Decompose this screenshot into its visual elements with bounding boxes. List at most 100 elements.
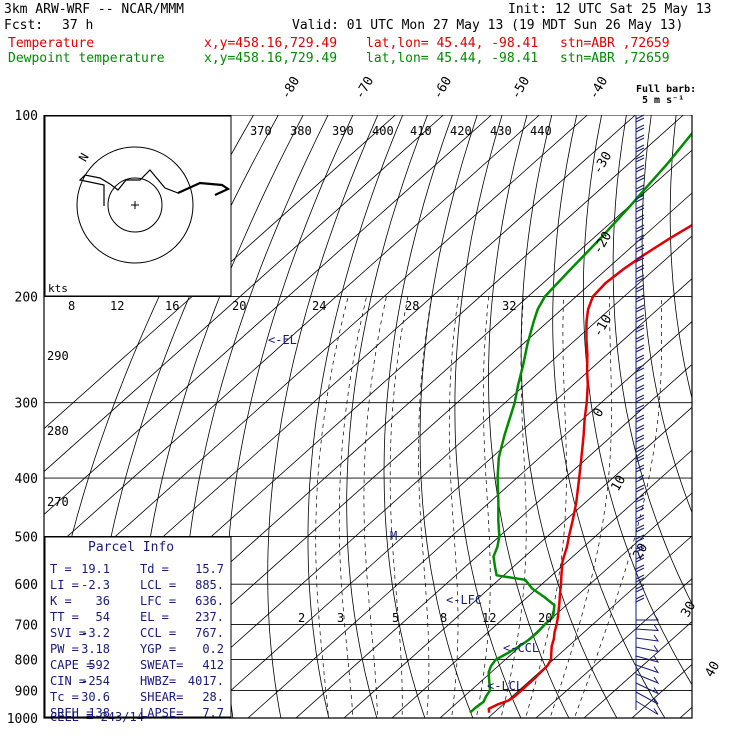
barb-key-units: 5 m s⁻¹	[642, 95, 684, 106]
temperature-tick-label: 40	[702, 659, 723, 680]
parcel-stat-label: T =	[50, 562, 72, 576]
dry-adiabat-line	[454, 115, 522, 718]
dry-adiabat-line	[488, 115, 570, 718]
mixing-ratio-tick-label: 12	[110, 299, 124, 313]
wind-barb-icon	[635, 174, 645, 183]
diagram-frame	[43, 115, 693, 719]
dewpoint-station: stn=ABR ,72659	[560, 51, 670, 66]
theta-tick-label: 440	[530, 124, 552, 138]
forecast-hour: 37 h	[62, 18, 94, 33]
parcel-stat-value: 30.6	[81, 690, 110, 704]
wind-barb-icon	[635, 304, 645, 313]
wind-barb-icon	[635, 682, 660, 695]
isotherm-line	[295, 363, 692, 718]
wind-barb-icon	[635, 324, 645, 333]
wind-barb-icon	[635, 673, 660, 685]
hodograph-units-label: kts	[48, 282, 68, 295]
wind-barb-icon	[635, 524, 645, 533]
wind-barb-icon	[635, 204, 645, 213]
parcel-info-title: Parcel Info	[88, 540, 174, 555]
forecast-label: Fcst:	[4, 18, 44, 33]
wind-barb-icon	[635, 394, 645, 403]
pressure-tick-label: 500	[15, 530, 38, 545]
parcel-level-marker: M	[390, 529, 397, 543]
parcel-stat-value: 412	[202, 658, 224, 672]
moist-adiabat-line	[500, 296, 527, 718]
wind-barb-icon	[635, 434, 645, 443]
wind-barb-icon	[635, 454, 645, 463]
wind-barb-icon	[635, 134, 645, 143]
wind-barb-icon	[635, 574, 645, 583]
mixing-ratio-tick-label: 3	[337, 611, 344, 625]
parcel-stat-value: 237.	[195, 610, 224, 624]
theta-tick-label: 410	[410, 124, 432, 138]
moist-adiabat-line	[389, 296, 409, 718]
dry-adiabat-line	[346, 115, 428, 718]
wind-barb-icon	[635, 374, 645, 383]
temperature-tick-label: 10	[608, 473, 629, 494]
temperature-legend-label: Temperature	[8, 36, 95, 51]
dry-adiabat-line	[267, 115, 379, 718]
isotherm-line	[199, 278, 692, 718]
mixing-ratio-tick-label: 8	[68, 299, 75, 313]
wind-barb-icon	[635, 504, 645, 513]
theta-tick-label: 370	[250, 124, 272, 138]
wind-barb-icon	[635, 274, 645, 283]
moist-adiabat-line	[363, 296, 387, 718]
parcel-stat-label: PW =	[50, 642, 79, 656]
parcel-level-marker: <-CCL	[503, 641, 539, 655]
isotherm-line	[583, 621, 692, 718]
wind-barb-icon	[635, 254, 645, 263]
wind-barb-icon	[635, 244, 645, 253]
hodograph-center-icon	[131, 201, 139, 209]
wind-barb-icon	[635, 194, 645, 203]
model-name: 3km ARW-WRF -- NCAR/MMM	[4, 2, 185, 17]
parcel-stat-value: -3.2	[81, 626, 110, 640]
temperature-tick-label: -40	[586, 74, 611, 102]
parcel-stat-label: K =	[50, 594, 72, 608]
wind-barb-icon	[635, 584, 645, 593]
dry-adiabat-line	[583, 115, 692, 686]
parcel-stat-label: Td =	[140, 562, 169, 576]
wind-barb-icon	[635, 554, 645, 563]
parcel-stat-label: SWEAT=	[140, 658, 183, 672]
wind-barb-icon	[635, 664, 660, 674]
wind-barb-icon	[635, 214, 645, 223]
parcel-stat-label: LCL =	[140, 578, 176, 592]
theta-tick-label: 270	[47, 495, 69, 509]
wind-barb-icon	[635, 334, 645, 343]
hodograph-frame	[44, 115, 232, 297]
parcel-stat-label: CCL =	[140, 626, 176, 640]
temperature-tick-label: -20	[590, 229, 615, 257]
wind-barb-icon	[635, 284, 645, 293]
pressure-tick-label: 300	[15, 397, 38, 412]
wind-barb-icon	[635, 494, 645, 503]
dewpoint-legend-label: Dewpoint temperature	[8, 51, 165, 66]
dry-adiabat-line	[724, 115, 740, 731]
isotherm-line	[439, 492, 692, 718]
parcel-stat-label: LI =	[50, 578, 79, 592]
dewpoint-profile-line	[469, 131, 692, 714]
dewpoint-location: x,y=458.16,729.49	[204, 51, 338, 66]
wind-barb-icon	[635, 234, 645, 243]
parcel-stat-value: 28.	[202, 690, 224, 704]
barb-key-label: Full barb:	[636, 84, 696, 95]
temperature-tick-label: 20	[630, 541, 651, 562]
pressure-tick-label: 600	[15, 578, 38, 593]
parcel-stat-value: 3.18	[81, 642, 110, 656]
pressure-tick-label: 700	[15, 619, 38, 634]
mixing-ratio-tick-label: 8	[440, 611, 447, 625]
wind-barb-icon	[635, 144, 645, 153]
isotherm-line	[44, 115, 588, 601]
parcel-stat-label: LAPSE=	[140, 706, 183, 720]
isotherm-line	[44, 115, 492, 515]
parcel-stat-label: SHEAR=	[140, 690, 183, 704]
mixing-ratio-tick-label: 20	[538, 611, 552, 625]
parcel-stat-value: 15.7	[195, 562, 224, 576]
wind-barb-icon	[635, 124, 645, 133]
isotherm-line	[44, 115, 540, 558]
isotherm-line	[247, 321, 692, 718]
parcel-stat-value: -254	[81, 674, 110, 688]
moist-adiabat-line	[418, 296, 433, 718]
mixing-ratio-tick-label: 20	[232, 299, 246, 313]
